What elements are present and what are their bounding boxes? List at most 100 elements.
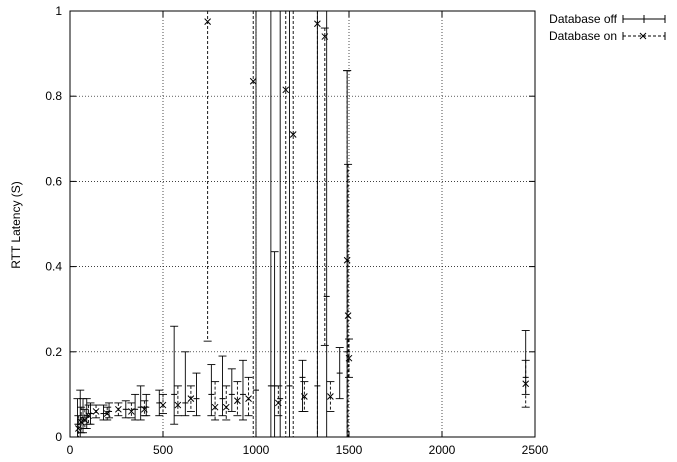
marker-x xyxy=(274,399,282,407)
data-point xyxy=(298,359,307,412)
marker-x xyxy=(522,380,530,388)
data-point xyxy=(170,325,179,425)
data-point xyxy=(103,406,112,421)
data-point xyxy=(114,402,123,417)
data-point xyxy=(323,11,330,437)
data-point xyxy=(320,27,329,346)
data-point xyxy=(84,404,93,425)
legend-label-database-on: Database on xyxy=(549,29,617,43)
data-point xyxy=(127,402,136,419)
data-point xyxy=(274,385,283,417)
y-tick-label: 0.6 xyxy=(45,174,62,188)
marker-x xyxy=(234,397,241,405)
marker-x xyxy=(159,401,167,409)
data-point xyxy=(238,359,247,421)
x-tick-marks xyxy=(69,11,536,437)
data-point xyxy=(277,11,284,437)
data-point xyxy=(314,11,321,437)
legend-sample-database-on xyxy=(622,32,666,40)
data-point xyxy=(211,381,220,421)
data-point xyxy=(244,376,253,417)
data-point xyxy=(249,11,257,437)
data-point xyxy=(181,351,190,417)
data-point xyxy=(192,372,201,417)
y-tick-label: 1 xyxy=(55,4,62,18)
marker-x xyxy=(321,33,329,40)
data-point xyxy=(207,364,216,417)
marker-x xyxy=(345,354,353,362)
data-point xyxy=(80,408,89,429)
y-tick-label: 0.4 xyxy=(45,260,62,274)
data-point xyxy=(344,163,353,437)
marker-x xyxy=(282,86,290,94)
x-tick-label: 1500 xyxy=(336,443,363,457)
data-point xyxy=(222,385,231,421)
data-point xyxy=(74,415,83,437)
marker-x xyxy=(327,393,334,400)
y-tick-label: 0.8 xyxy=(45,89,62,103)
data-point xyxy=(270,251,279,437)
data-point xyxy=(227,368,236,412)
data-point xyxy=(286,11,293,437)
y-tick-labels: 0 0.2 0.4 0.6 0.8 1 xyxy=(45,4,62,444)
marker-x xyxy=(204,18,211,26)
marker-x xyxy=(289,131,297,138)
marker-x xyxy=(245,395,252,403)
marker-x xyxy=(141,405,148,413)
data-point xyxy=(173,385,182,417)
marker-x xyxy=(211,403,219,411)
data-point xyxy=(326,381,335,412)
data-point xyxy=(282,11,290,437)
data-point xyxy=(521,359,530,408)
y-axis-label: RTT Latency (S) xyxy=(9,181,23,269)
y-tick-label: 0 xyxy=(55,430,62,444)
x-tick-label: 2500 xyxy=(522,443,549,457)
marker-x xyxy=(314,20,321,28)
x-tick-label: 500 xyxy=(153,443,173,457)
legend-sample-database-off xyxy=(622,15,666,23)
marker-x xyxy=(92,408,100,415)
plot-frame xyxy=(69,10,536,438)
data-point xyxy=(76,389,85,437)
data-point xyxy=(343,70,352,437)
series-database-on xyxy=(74,11,530,437)
plot-series xyxy=(73,11,530,437)
marker-x xyxy=(343,256,351,264)
data-point xyxy=(335,347,344,400)
data-point xyxy=(203,11,212,342)
y-tick-label: 0.2 xyxy=(45,345,62,359)
data-point xyxy=(300,381,309,412)
x-tick-labels: 0 500 1000 1500 2000 2500 xyxy=(67,443,549,457)
legend: Database off Database on xyxy=(549,12,666,43)
series-database-off xyxy=(73,11,530,437)
marker-x xyxy=(115,405,122,413)
data-point xyxy=(289,11,297,437)
marker-x xyxy=(128,408,135,415)
legend-label-database-off: Database off xyxy=(549,12,617,26)
x-tick-label: 0 xyxy=(67,443,74,457)
data-point xyxy=(233,381,242,417)
data-point xyxy=(345,338,353,378)
marker-x xyxy=(249,77,257,85)
data-point xyxy=(142,393,151,417)
marker-x xyxy=(77,418,85,426)
data-point xyxy=(159,393,167,415)
data-point xyxy=(140,400,149,417)
data-point xyxy=(186,385,195,412)
marker-x xyxy=(344,312,352,319)
data-point xyxy=(267,11,274,437)
marker-x xyxy=(85,412,92,420)
x-tick-label: 2000 xyxy=(429,443,456,457)
data-point xyxy=(136,385,145,421)
x-tick-label: 1000 xyxy=(243,443,270,457)
data-point xyxy=(253,11,259,437)
marker-x xyxy=(187,395,195,403)
marker-x xyxy=(222,403,230,411)
marker-x xyxy=(75,425,82,432)
marker-x xyxy=(301,393,308,400)
marker-x xyxy=(174,401,182,409)
y-tick-marks xyxy=(70,10,535,438)
marker-x xyxy=(103,410,111,417)
data-point xyxy=(92,404,101,419)
